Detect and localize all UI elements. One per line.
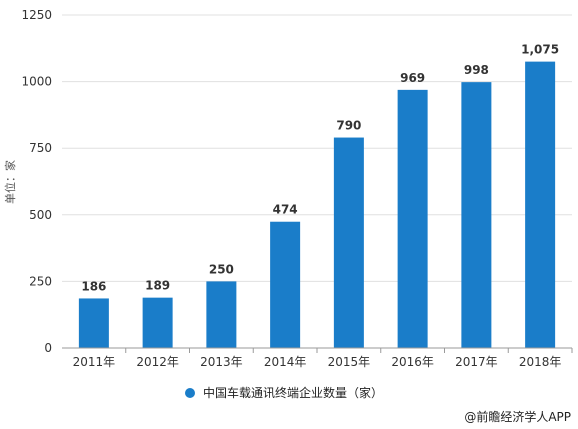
bar-value-label: 474: [273, 203, 298, 217]
bar[interactable]: [525, 61, 556, 349]
y-axis-label: 单位：家: [3, 160, 17, 204]
x-tick-label: 2014年: [264, 355, 307, 369]
gridlines: [62, 14, 572, 282]
x-tick-label: 2011年: [73, 355, 116, 369]
y-tick-label: 1250: [21, 8, 52, 22]
legend[interactable]: 中国车载通讯终端企业数量（家）: [185, 385, 383, 400]
bar-value-label: 998: [464, 63, 489, 77]
bar-value-label: 186: [81, 279, 106, 293]
bar[interactable]: [461, 82, 492, 348]
bar-value-label: 969: [400, 71, 425, 85]
bar-value-label: 790: [336, 119, 361, 133]
bar[interactable]: [206, 281, 237, 348]
bar-value-label: 1,075: [521, 43, 559, 57]
y-tick-label: 500: [29, 208, 52, 222]
x-tick-label: 2013年: [200, 355, 243, 369]
y-tick-label: 0: [44, 341, 52, 355]
y-tick-label: 250: [29, 274, 52, 288]
x-tick-label: 2017年: [455, 355, 498, 369]
bar[interactable]: [142, 297, 173, 348]
bar-value-label: 189: [145, 279, 170, 293]
x-tick-label: 2012年: [136, 355, 179, 369]
legend-label: 中国车载通讯终端企业数量（家）: [203, 385, 383, 400]
bar[interactable]: [397, 89, 428, 348]
source-credit: @前瞻经济学人APP: [464, 409, 571, 424]
x-axis-ticks: 2011年 2012年 2013年 2014年 2015年 2016年 2017年 2018年: [73, 348, 573, 369]
legend-marker: [185, 388, 195, 398]
bar[interactable]: [78, 298, 109, 348]
y-axis-ticks: 0 250 500 750 1000 1250: [21, 8, 52, 355]
y-tick-label: 1000: [21, 75, 52, 89]
y-tick-label: 750: [29, 141, 52, 155]
bar[interactable]: [270, 221, 301, 348]
data-labels: 186 189 250 474 790 969 998 1,075: [81, 43, 559, 294]
bar[interactable]: [333, 137, 364, 348]
x-tick-label: 2018年: [519, 355, 562, 369]
x-tick-label: 2016年: [391, 355, 434, 369]
x-tick-label: 2015年: [328, 355, 371, 369]
bars: [78, 61, 556, 349]
bar-value-label: 250: [209, 262, 234, 276]
